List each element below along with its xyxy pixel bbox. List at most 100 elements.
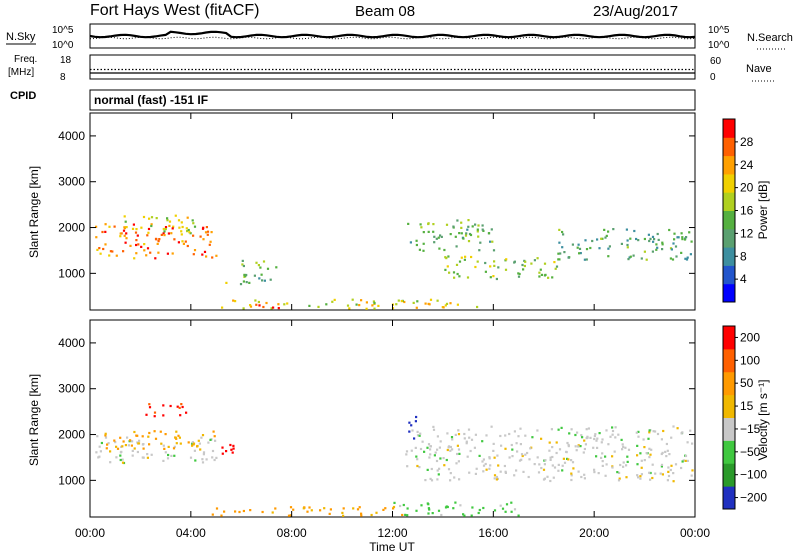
data-cell — [549, 479, 552, 483]
colorbar-swatch — [723, 283, 735, 303]
data-cell — [495, 277, 498, 281]
data-cell — [180, 230, 183, 233]
data-cell — [540, 466, 543, 470]
data-cell — [493, 260, 496, 263]
data-cell — [611, 433, 614, 436]
data-cell — [598, 247, 601, 250]
data-cell — [119, 232, 122, 235]
data-cell — [621, 443, 624, 446]
data-cell — [521, 454, 524, 458]
data-cell — [520, 453, 524, 456]
data-cell — [648, 447, 651, 450]
data-cell — [493, 509, 497, 512]
data-cell — [457, 429, 460, 432]
data-cell — [148, 217, 151, 220]
data-cell — [259, 266, 262, 269]
data-cell — [213, 435, 216, 438]
data-cell — [170, 232, 173, 235]
data-cell — [456, 303, 459, 306]
data-cell — [271, 511, 274, 514]
data-cell — [119, 454, 122, 457]
data-cell — [420, 504, 423, 507]
data-cell — [583, 473, 586, 476]
data-cell — [666, 479, 669, 482]
data-cell — [684, 459, 687, 462]
data-cell — [637, 476, 640, 479]
data-cell — [470, 514, 473, 517]
data-cell — [555, 451, 558, 455]
data-cell — [454, 501, 457, 504]
data-cell — [209, 240, 212, 243]
x-tick-label: 20:00 — [579, 526, 609, 540]
data-cell — [440, 513, 443, 517]
data-cell — [331, 300, 334, 303]
data-cell — [433, 241, 436, 244]
data-cell — [553, 466, 557, 469]
data-cell — [283, 303, 286, 306]
data-cell — [181, 225, 184, 229]
data-cell — [145, 413, 148, 416]
data-cell — [476, 228, 479, 231]
data-cell — [445, 302, 449, 305]
data-cell — [146, 247, 150, 250]
data-cell — [485, 468, 488, 471]
data-cell — [445, 458, 448, 462]
data-cell — [436, 469, 439, 472]
data-cell — [653, 238, 656, 241]
data-cell — [605, 234, 608, 237]
colorbar-frame — [722, 325, 736, 510]
data-cell — [192, 234, 195, 237]
data-cell — [198, 442, 201, 445]
data-cell — [211, 449, 215, 453]
data-cell — [105, 447, 108, 450]
colorbar-swatch — [723, 119, 735, 138]
data-cell — [154, 437, 158, 440]
data-cell — [180, 221, 183, 224]
data-cell — [655, 243, 658, 246]
data-cell — [543, 463, 546, 466]
data-cell — [603, 228, 606, 231]
data-cell — [659, 472, 662, 475]
data-cell — [584, 239, 587, 242]
data-cell — [660, 465, 663, 468]
data-cell — [178, 226, 181, 229]
data-cell — [258, 304, 261, 307]
data-cell — [642, 438, 645, 441]
freq-tick-bottom: 8 — [60, 72, 66, 83]
data-cell — [275, 266, 278, 269]
data-cell — [310, 509, 313, 512]
data-cell — [159, 430, 162, 433]
data-cell — [95, 225, 98, 228]
data-cell — [533, 259, 536, 262]
data-cell — [166, 457, 170, 460]
data-cell — [680, 232, 683, 235]
data-cell — [490, 228, 493, 231]
data-cell — [447, 446, 450, 449]
data-cell — [167, 453, 170, 457]
data-cell — [238, 510, 241, 514]
data-cell — [206, 233, 209, 236]
data-cell — [186, 244, 189, 248]
data-cell — [373, 301, 376, 305]
data-cell — [690, 240, 693, 243]
data-cell — [570, 478, 573, 482]
data-cell — [489, 464, 492, 467]
data-cell — [477, 235, 480, 238]
data-cell — [415, 509, 418, 512]
data-cell — [408, 430, 411, 433]
data-cell — [255, 261, 258, 264]
data-cell — [113, 225, 116, 228]
data-cell — [148, 431, 151, 435]
data-cell — [640, 466, 643, 469]
data-cell — [526, 451, 529, 455]
data-cell — [614, 436, 617, 439]
data-cell — [626, 243, 629, 247]
data-cell — [397, 299, 400, 302]
data-cell — [191, 441, 194, 444]
data-cell — [249, 509, 252, 512]
velocity-panel-frame — [89, 319, 696, 518]
data-cell — [173, 238, 176, 241]
data-cell — [576, 246, 579, 249]
data-cell — [202, 451, 206, 454]
power-axis: 1000 2000 3000 4000 — [58, 113, 696, 310]
